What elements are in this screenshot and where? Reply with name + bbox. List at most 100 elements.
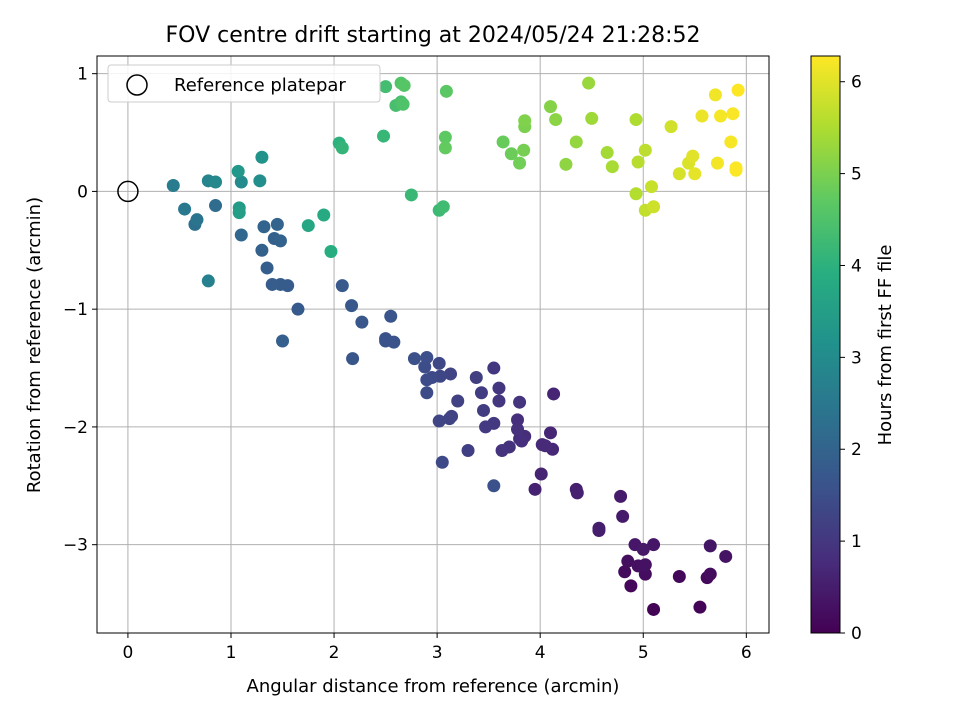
data-point [190,213,204,227]
legend: Reference platepar [107,64,381,103]
data-point [397,78,411,92]
data-point [688,167,702,181]
data-point [726,107,740,121]
y-tick-label: −1 [63,300,88,320]
data-point [513,395,527,409]
data-point [724,135,738,149]
data-point [265,277,279,291]
data-point [273,234,287,248]
x-tick-label: 4 [535,643,546,663]
data-point [387,335,401,349]
colorbar-tick-label: 4 [851,256,862,276]
data-point [234,175,248,189]
data-point [708,88,722,102]
data-point [420,373,434,387]
data-point [166,179,180,193]
plot-grid [97,56,769,633]
data-point [495,443,509,457]
data-point [474,386,488,400]
data-point [664,120,678,134]
data-point [396,97,410,111]
colorbar-bar [810,55,841,634]
data-point [253,174,267,188]
data-point [487,479,501,493]
data-point [534,467,548,481]
data-point [695,109,709,123]
data-point [479,420,493,434]
y-axis-ticks: −3 −2 −1 0 1 [63,65,97,556]
data-point [570,486,584,500]
data-point [518,114,532,128]
data-point [585,111,599,125]
data-point [487,361,501,375]
data-point [234,228,248,242]
colorbar-tick-label: 2 [851,440,862,460]
data-point [420,350,434,364]
data-point [559,157,573,171]
colorbar-tick-label: 1 [851,532,862,552]
legend-box [107,64,381,103]
data-point [543,100,557,114]
data-point [549,113,563,127]
data-point [547,387,561,401]
data-point [496,135,510,149]
data-point [621,554,635,568]
data-point [317,208,331,222]
data-point [629,187,643,201]
data-point [345,299,359,313]
data-point [209,175,223,189]
data-point [719,549,733,563]
data-point [255,243,269,257]
data-point [260,261,274,275]
colorbar-tick-label: 5 [851,165,862,185]
colorbar-ticks: 0 1 2 3 4 5 6 [840,73,862,644]
x-tick-label: 2 [329,643,340,663]
plot-border [96,55,770,634]
y-axis-label: Rotation from reference (arcmin) [24,197,45,493]
x-tick-label: 1 [226,643,237,663]
data-point [600,146,614,160]
colorbar [810,55,841,634]
data-point [438,130,452,144]
colorbar-tick-label: 0 [851,624,862,644]
data-point [714,109,728,123]
data-point [209,199,223,213]
chart-title: FOV centre drift starting at 2024/05/24 … [166,23,701,48]
x-tick-label: 0 [123,643,134,663]
data-point [438,141,452,155]
data-point [618,565,632,579]
data-point [631,155,645,169]
data-point [232,206,246,220]
data-point [451,394,465,408]
data-point [276,334,290,348]
x-tick-label: 5 [638,643,649,663]
data-point [731,83,745,97]
data-point [461,443,475,457]
data-point [511,422,525,436]
data-point [435,455,449,469]
data-point [420,386,434,400]
data-point [439,84,453,98]
data-point [270,217,284,231]
data-point [693,600,707,614]
data-point [324,244,338,258]
data-point [638,143,652,157]
data-point [492,381,506,395]
data-point [178,202,192,216]
x-tick-label: 6 [741,643,752,663]
y-tick-label: −2 [63,418,88,438]
data-point [404,188,418,202]
data-point [201,274,215,288]
data-point [582,76,596,90]
data-point [379,80,393,94]
y-tick-label: −3 [63,536,88,556]
data-point [407,352,421,366]
colorbar-tick-label: 3 [851,348,862,368]
data-point [436,200,450,214]
data-point [515,434,529,448]
data-point [686,149,700,163]
data-point [569,135,583,149]
data-point [432,414,446,428]
reference-point [117,180,139,203]
